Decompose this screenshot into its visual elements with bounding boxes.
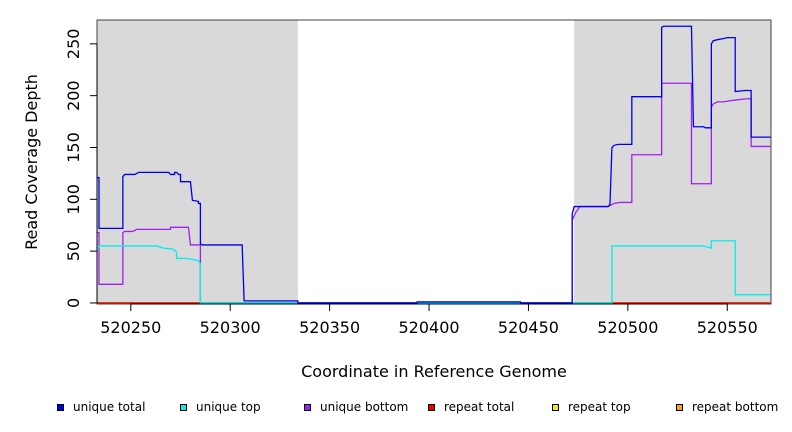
x-tick-label: 520400 (398, 318, 459, 337)
y-tick-label: 150 (64, 132, 83, 163)
x-tick-label: 520500 (597, 318, 658, 337)
legend-label: repeat bottom (692, 400, 779, 414)
legend-item-unique-bottom: unique bottom (304, 400, 408, 414)
series-line-unique-bottom (97, 82, 771, 304)
legend-label: unique total (73, 400, 146, 414)
y-tick-label: 0 (64, 298, 83, 308)
y-tick-label: 50 (64, 241, 83, 261)
legend-swatch (304, 403, 311, 411)
y-tick-label: 250 (64, 29, 83, 60)
x-tick-label: 520250 (100, 318, 161, 337)
x-axis: 520250 520300 520350 520400 520450 520500 5205… (100, 303, 758, 337)
legend-item-repeat-total: repeat total (428, 400, 514, 414)
series-line-unique-top (97, 240, 771, 304)
x-tick-label: 520300 (200, 318, 261, 337)
shaded-regions (97, 20, 771, 304)
series-lines (97, 25, 771, 304)
legend-swatch (676, 403, 683, 411)
shaded-region-2 (574, 20, 771, 304)
legend-item-unique-total: unique total (57, 400, 145, 414)
legend-item-repeat-top: repeat top (552, 400, 631, 414)
y-tick-label: 200 (64, 80, 83, 111)
shaded-region-1 (97, 20, 298, 304)
legend-swatch (180, 403, 187, 411)
x-tick-label: 520450 (498, 318, 559, 337)
legend-swatch (552, 403, 559, 411)
legend-label: repeat top (568, 400, 631, 414)
y-axis: 0 50 100 150 200 250 (64, 29, 98, 308)
legend-label: unique bottom (320, 400, 409, 414)
y-tick-label: 100 (64, 184, 83, 215)
legend-item-repeat-bottom: repeat bottom (676, 400, 778, 414)
x-tick-label: 520350 (299, 318, 360, 337)
legend-item-unique-top: unique top (180, 400, 261, 414)
legend-label: unique top (196, 400, 261, 414)
legend-swatch (428, 403, 435, 411)
legend-label: repeat total (444, 400, 515, 414)
x-tick-label: 520550 (697, 318, 758, 337)
coverage-chart: 520250 520300 520350 520400 520450 520500 5205… (22, 19, 772, 381)
y-axis-title: Read Coverage Depth (22, 74, 41, 250)
legend: unique total unique top unique bottom repea… (0, 400, 792, 420)
legend-swatch (57, 403, 64, 411)
series-line-unique-total (97, 25, 771, 304)
x-axis-title: Coordinate in Reference Genome (301, 362, 567, 381)
